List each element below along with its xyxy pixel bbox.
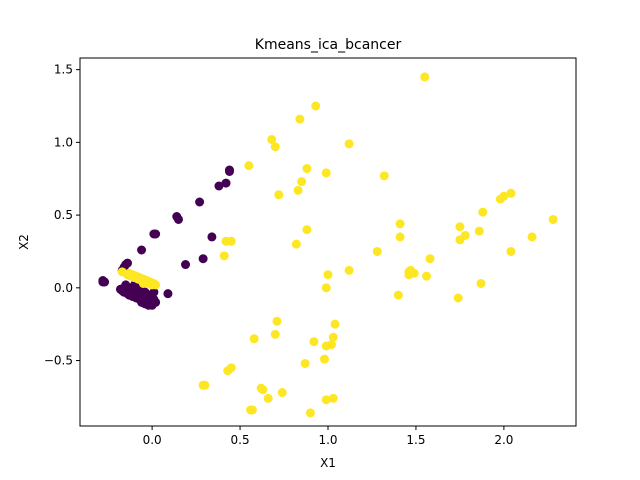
data-point (291, 239, 301, 249)
data-point (548, 214, 558, 224)
data-point (195, 197, 205, 207)
chart-title: Kmeans_ica_bcancer (255, 37, 402, 53)
data-point (302, 225, 312, 235)
x-tick-label: 0.0 (143, 433, 162, 447)
data-point (406, 265, 416, 275)
y-tick-label: 0.0 (54, 281, 73, 295)
y-tick-label: 1.0 (54, 135, 73, 149)
data-point (225, 166, 234, 176)
data-point (137, 245, 147, 255)
x-tick-label: 1.5 (406, 433, 425, 447)
data-point (122, 270, 132, 280)
data-point (321, 341, 331, 351)
data-point (297, 177, 307, 187)
data-point (323, 270, 333, 280)
data-point (311, 101, 321, 111)
data-point (319, 354, 329, 364)
data-point (163, 289, 173, 299)
points-layer (98, 72, 558, 418)
data-point (321, 395, 331, 405)
data-point (258, 385, 268, 395)
data-point (395, 232, 405, 242)
data-point (321, 283, 331, 293)
y-axis-label: X2 (17, 234, 31, 250)
y-tick-label: 0.5 (54, 208, 73, 222)
data-point (395, 219, 405, 229)
data-point (309, 337, 319, 347)
data-point (226, 236, 236, 246)
data-point (98, 277, 108, 287)
data-point (379, 171, 389, 181)
data-point (270, 142, 280, 152)
data-point (321, 168, 331, 178)
x-tick-label: 2.0 (494, 433, 513, 447)
data-point (277, 388, 287, 398)
data-point (305, 408, 315, 418)
data-point (453, 293, 463, 303)
data-point (506, 246, 516, 256)
data-point (527, 232, 537, 242)
data-point (300, 358, 310, 368)
data-point (272, 316, 282, 326)
data-point (138, 278, 148, 288)
data-point (274, 190, 284, 200)
data-point (263, 393, 273, 403)
data-point (181, 260, 191, 270)
data-point (302, 164, 312, 174)
y-tick-label: −0.5 (44, 354, 73, 368)
data-point (420, 72, 430, 82)
data-point (393, 290, 403, 300)
data-point (142, 292, 152, 302)
data-point (455, 222, 465, 232)
data-point (198, 254, 208, 264)
data-point (151, 229, 161, 239)
data-point (151, 280, 161, 290)
x-tick-label: 0.5 (231, 433, 250, 447)
data-point (422, 271, 431, 281)
x-tick-label: 1.0 (318, 433, 337, 447)
data-point (344, 265, 354, 275)
data-point (200, 380, 210, 390)
data-point (214, 181, 224, 191)
data-point (344, 139, 354, 149)
data-point (267, 134, 277, 144)
data-point (219, 251, 229, 261)
data-point (244, 161, 254, 171)
x-axis-label: X1 (320, 456, 336, 470)
data-point (270, 329, 280, 339)
plot-frame (79, 57, 577, 427)
x-axis: 0.0 0.5 1.0 1.5 2.0 (143, 426, 513, 447)
data-point (247, 405, 257, 415)
y-tick-label: 1.5 (54, 63, 73, 77)
data-point (506, 188, 516, 198)
data-point (499, 191, 509, 201)
data-point (223, 366, 233, 376)
data-point (476, 278, 486, 288)
data-point (474, 226, 484, 236)
y-axis: −0.5 0.0 0.5 1.0 1.5 (44, 63, 80, 368)
data-point (328, 332, 338, 342)
data-point (207, 232, 217, 242)
data-point (128, 284, 138, 294)
data-point (249, 334, 259, 344)
data-point (425, 254, 435, 264)
data-point (149, 287, 159, 297)
data-point (372, 246, 382, 256)
data-point (328, 393, 338, 403)
data-point (221, 178, 231, 188)
data-point (330, 319, 340, 329)
data-point (295, 114, 305, 124)
data-point (478, 207, 488, 217)
data-point (455, 235, 465, 245)
data-point (293, 185, 303, 195)
data-point (174, 214, 183, 224)
